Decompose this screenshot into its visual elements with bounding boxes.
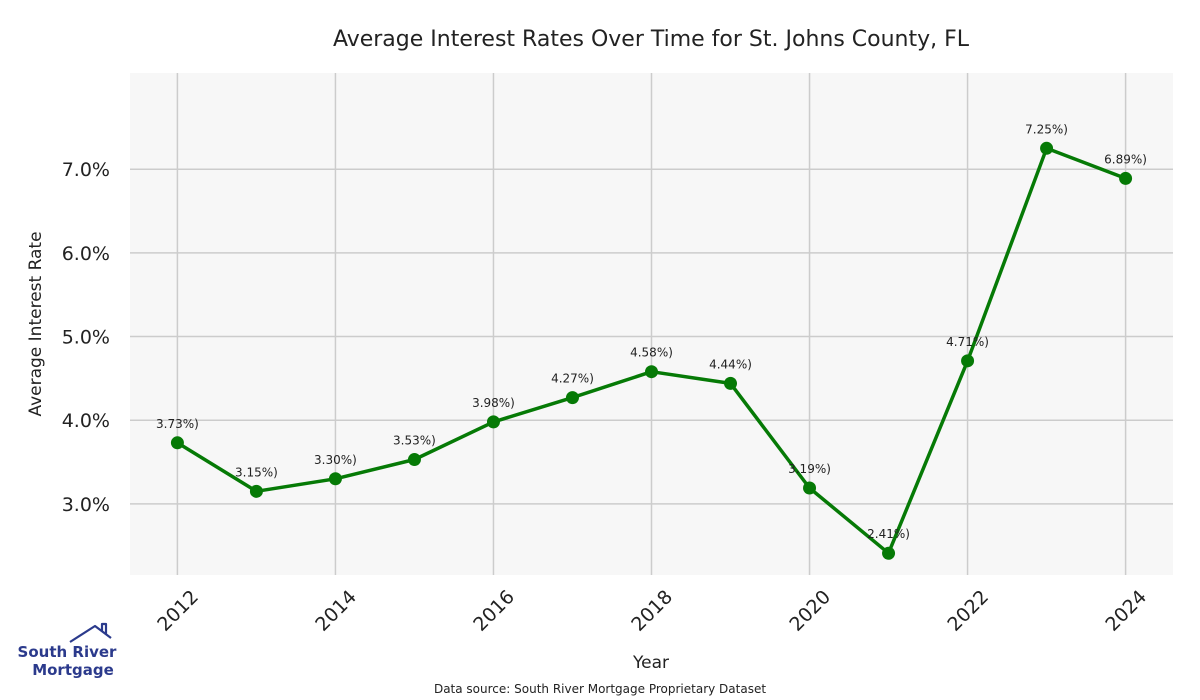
- data-point: [170, 436, 184, 450]
- x-tick-label: 2014: [311, 586, 361, 636]
- y-axis-label: Average Interest Rate: [26, 231, 46, 416]
- data-point: [328, 472, 342, 486]
- data-point: [1119, 171, 1133, 185]
- y-tick-label: 4.0%: [62, 410, 110, 432]
- x-tick-label: 2024: [1101, 586, 1151, 636]
- company-logo: South River Mortgage: [18, 622, 118, 679]
- data-labels: 3.73%) 3.15%) 3.30%) 3.53%) 3.98%) 4.27%) 4.58…: [156, 122, 1147, 541]
- data-label: 4.44%): [709, 357, 752, 371]
- data-label: 4.27%): [551, 372, 594, 386]
- y-tick-label: 6.0%: [62, 243, 110, 265]
- data-label: 7.25%): [1025, 122, 1068, 136]
- data-label: 3.15%): [235, 465, 278, 479]
- data-points: [170, 141, 1133, 560]
- data-label: 3.19%): [788, 462, 831, 476]
- chart-title: Average Interest Rates Over Time for St.…: [333, 27, 970, 52]
- x-tick-labels: 2012 2014 2016 2018 2020 2022 2024: [153, 586, 1151, 636]
- data-label: 4.71%): [946, 335, 989, 349]
- data-label: 3.73%): [156, 417, 199, 431]
- data-point: [724, 376, 738, 390]
- y-tick-label: 5.0%: [62, 327, 110, 349]
- data-point: [1040, 141, 1054, 155]
- x-tick-label: 2022: [943, 586, 993, 636]
- data-label: 6.89%): [1104, 152, 1147, 166]
- data-point: [407, 453, 421, 467]
- logo-text-line2: Mortgage: [32, 661, 114, 679]
- data-point: [565, 391, 579, 405]
- x-axis-label: Year: [632, 653, 669, 673]
- x-gridlines: [176, 73, 1127, 575]
- x-tick-label: 2018: [627, 586, 677, 636]
- data-label: 3.30%): [314, 453, 357, 467]
- data-source-note: Data source: South River Mortgage Propri…: [434, 682, 766, 696]
- data-point: [249, 484, 263, 498]
- house-roof-icon: [69, 622, 112, 643]
- data-label: 3.98%): [472, 396, 515, 410]
- y-gridlines: [130, 168, 1173, 505]
- data-label: 2.41%): [867, 527, 910, 541]
- data-label: 3.53%): [393, 434, 436, 448]
- data-point: [803, 481, 817, 495]
- x-tick-label: 2016: [469, 586, 519, 636]
- logo-text-line1: South River: [18, 643, 118, 661]
- y-tick-labels: 3.0% 4.0% 5.0% 6.0% 7.0%: [62, 159, 110, 516]
- x-tick-label: 2012: [153, 586, 203, 636]
- data-point: [961, 354, 975, 368]
- y-tick-label: 7.0%: [62, 159, 110, 181]
- data-point: [645, 365, 658, 379]
- data-point: [486, 415, 500, 429]
- data-point: [882, 546, 896, 560]
- data-label: 4.58%): [630, 346, 673, 360]
- x-tick-label: 2020: [785, 586, 835, 636]
- y-tick-label: 3.0%: [62, 494, 110, 516]
